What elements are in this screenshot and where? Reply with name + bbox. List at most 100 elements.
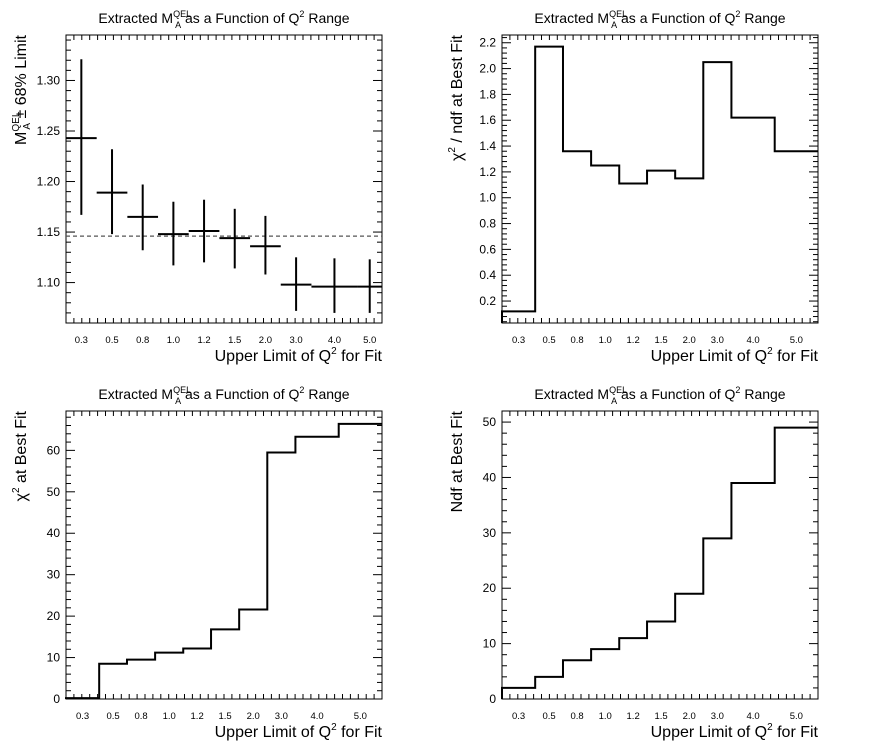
histogram-bin [731,118,774,323]
chart-title: Extracted MQEL A as a Function of Q2 Rang… [98,9,349,30]
histogram-bin [731,483,774,699]
y-tick-label: 50 [47,485,61,499]
x-category-label: 1.0 [163,711,176,722]
x-category-label: 1.0 [167,335,180,346]
y-axis-label: MQELA ± 68% Limit [11,34,33,144]
y-tick-label: 1.4 [479,139,496,153]
x-category-label: 4.0 [746,711,759,722]
histogram-bin [591,649,619,699]
histogram-bin [99,664,127,699]
chart-title: Extracted MQEL A as a Function of Q2 Rang… [534,9,785,30]
x-category-label: 1.5 [228,335,241,346]
y-tick-label: 10 [47,651,61,665]
y-tick-label: 1.2 [479,165,496,179]
x-category-label: 1.2 [191,711,204,722]
x-category-label: 3.0 [711,711,724,722]
y-axis-label: χ2 at Best Fit [11,410,30,501]
x-category-label: 4.0 [310,711,323,722]
histogram-bin [502,688,535,699]
y-tick-label: 0.6 [479,242,496,256]
chart-title: Extracted MQEL A as a Function of Q2 Rang… [534,385,785,406]
x-category-label: 0.8 [570,335,583,346]
x-category-label: 1.5 [654,711,667,722]
x-category-label: 1.0 [599,711,612,722]
histogram-bin [535,47,563,323]
histogram-bin [775,428,818,699]
histogram-steps [502,428,818,699]
plot-frame [502,411,818,699]
x-category-label: 0.3 [512,335,525,346]
histogram-bin [775,151,818,323]
y-tick-label: 1.0 [479,191,496,205]
y-tick-label: 20 [47,609,61,623]
y-tick-label: 1.20 [37,175,61,189]
histogram-bin [211,629,239,699]
x-category-label: 2.0 [247,711,260,722]
x-category-label: 0.8 [570,711,583,722]
histogram-bin [703,62,731,323]
x-category-label: 4.0 [328,335,341,346]
chart-panel-p1: Extracted MQEL A as a Function of Q2 Rang… [11,9,383,365]
x-axis-label: Upper Limit of Q2 for Fit [215,346,383,365]
y-tick-label: 1.10 [37,276,61,290]
x-category-label: 5.0 [354,711,367,722]
y-tick-label: 0.8 [479,217,496,231]
x-category-label: 4.0 [746,335,759,346]
x-axis-label: Upper Limit of Q2 for Fit [651,722,819,741]
y-tick-label: 1.8 [479,87,496,101]
y-tick-label: 0.2 [479,294,496,308]
y-tick-label: 1.6 [479,113,496,127]
histogram-bin [619,638,647,699]
histogram-bin [619,184,647,323]
x-category-label: 0.5 [542,711,555,722]
plot-frame [66,411,382,699]
chart-panel-p2: Extracted MQEL A as a Function of Q2 Rang… [447,9,819,365]
x-category-label: 3.0 [289,335,302,346]
x-category-label: 5.0 [790,711,803,722]
x-category-label: 0.3 [512,711,525,722]
y-tick-label: 2.0 [479,62,496,76]
x-category-label: 1.5 [218,711,231,722]
y-tick-label: 0 [489,692,496,706]
x-category-label: 0.3 [76,711,89,722]
y-tick-label: 60 [47,443,61,457]
histogram-steps [66,424,382,699]
histogram-bin [127,660,155,699]
panels: Extracted MQEL A as a Function of Q2 Rang… [11,9,819,741]
y-tick-label: 30 [47,568,61,582]
y-tick-label: 50 [483,415,497,429]
y-tick-label: 30 [483,526,497,540]
histogram-bin [563,151,591,323]
plot-frame [502,35,818,323]
x-category-label: 0.5 [106,711,119,722]
x-category-label: 3.0 [275,711,288,722]
x-category-label: 0.5 [542,335,555,346]
y-tick-label: 40 [483,470,497,484]
y-tick-label: 40 [47,526,61,540]
x-category-label: 0.3 [75,335,88,346]
x-axis-label: Upper Limit of Q2 for Fit [215,722,383,741]
y-tick-label: 1.30 [37,73,61,87]
histogram-bin [675,178,703,323]
histogram-bin [295,437,338,699]
x-category-label: 1.5 [654,335,667,346]
x-category-label: 2.0 [683,335,696,346]
x-category-label: 0.5 [105,335,118,346]
y-axis-label: χ2 / ndf at Best Fit [447,34,466,161]
x-category-label: 2.0 [259,335,272,346]
histogram-bin [563,660,591,699]
x-category-label: 5.0 [790,335,803,346]
histogram-bin [703,538,731,699]
x-category-label: 1.2 [627,335,640,346]
histogram-bin [155,653,183,699]
histogram-bin [675,594,703,699]
histogram-bin [647,621,675,699]
y-tick-label: 0.4 [479,268,496,282]
y-tick-label: 0 [53,692,60,706]
x-category-label: 1.0 [599,335,612,346]
histogram-bin [647,171,675,323]
chart-panel-p4: Extracted MQEL A as a Function of Q2 Rang… [449,385,819,741]
x-category-label: 3.0 [711,335,724,346]
chart-panel-p3: Extracted MQEL A as a Function of Q2 Rang… [11,385,383,741]
chart-title: Extracted MQEL A as a Function of Q2 Rang… [98,385,349,406]
